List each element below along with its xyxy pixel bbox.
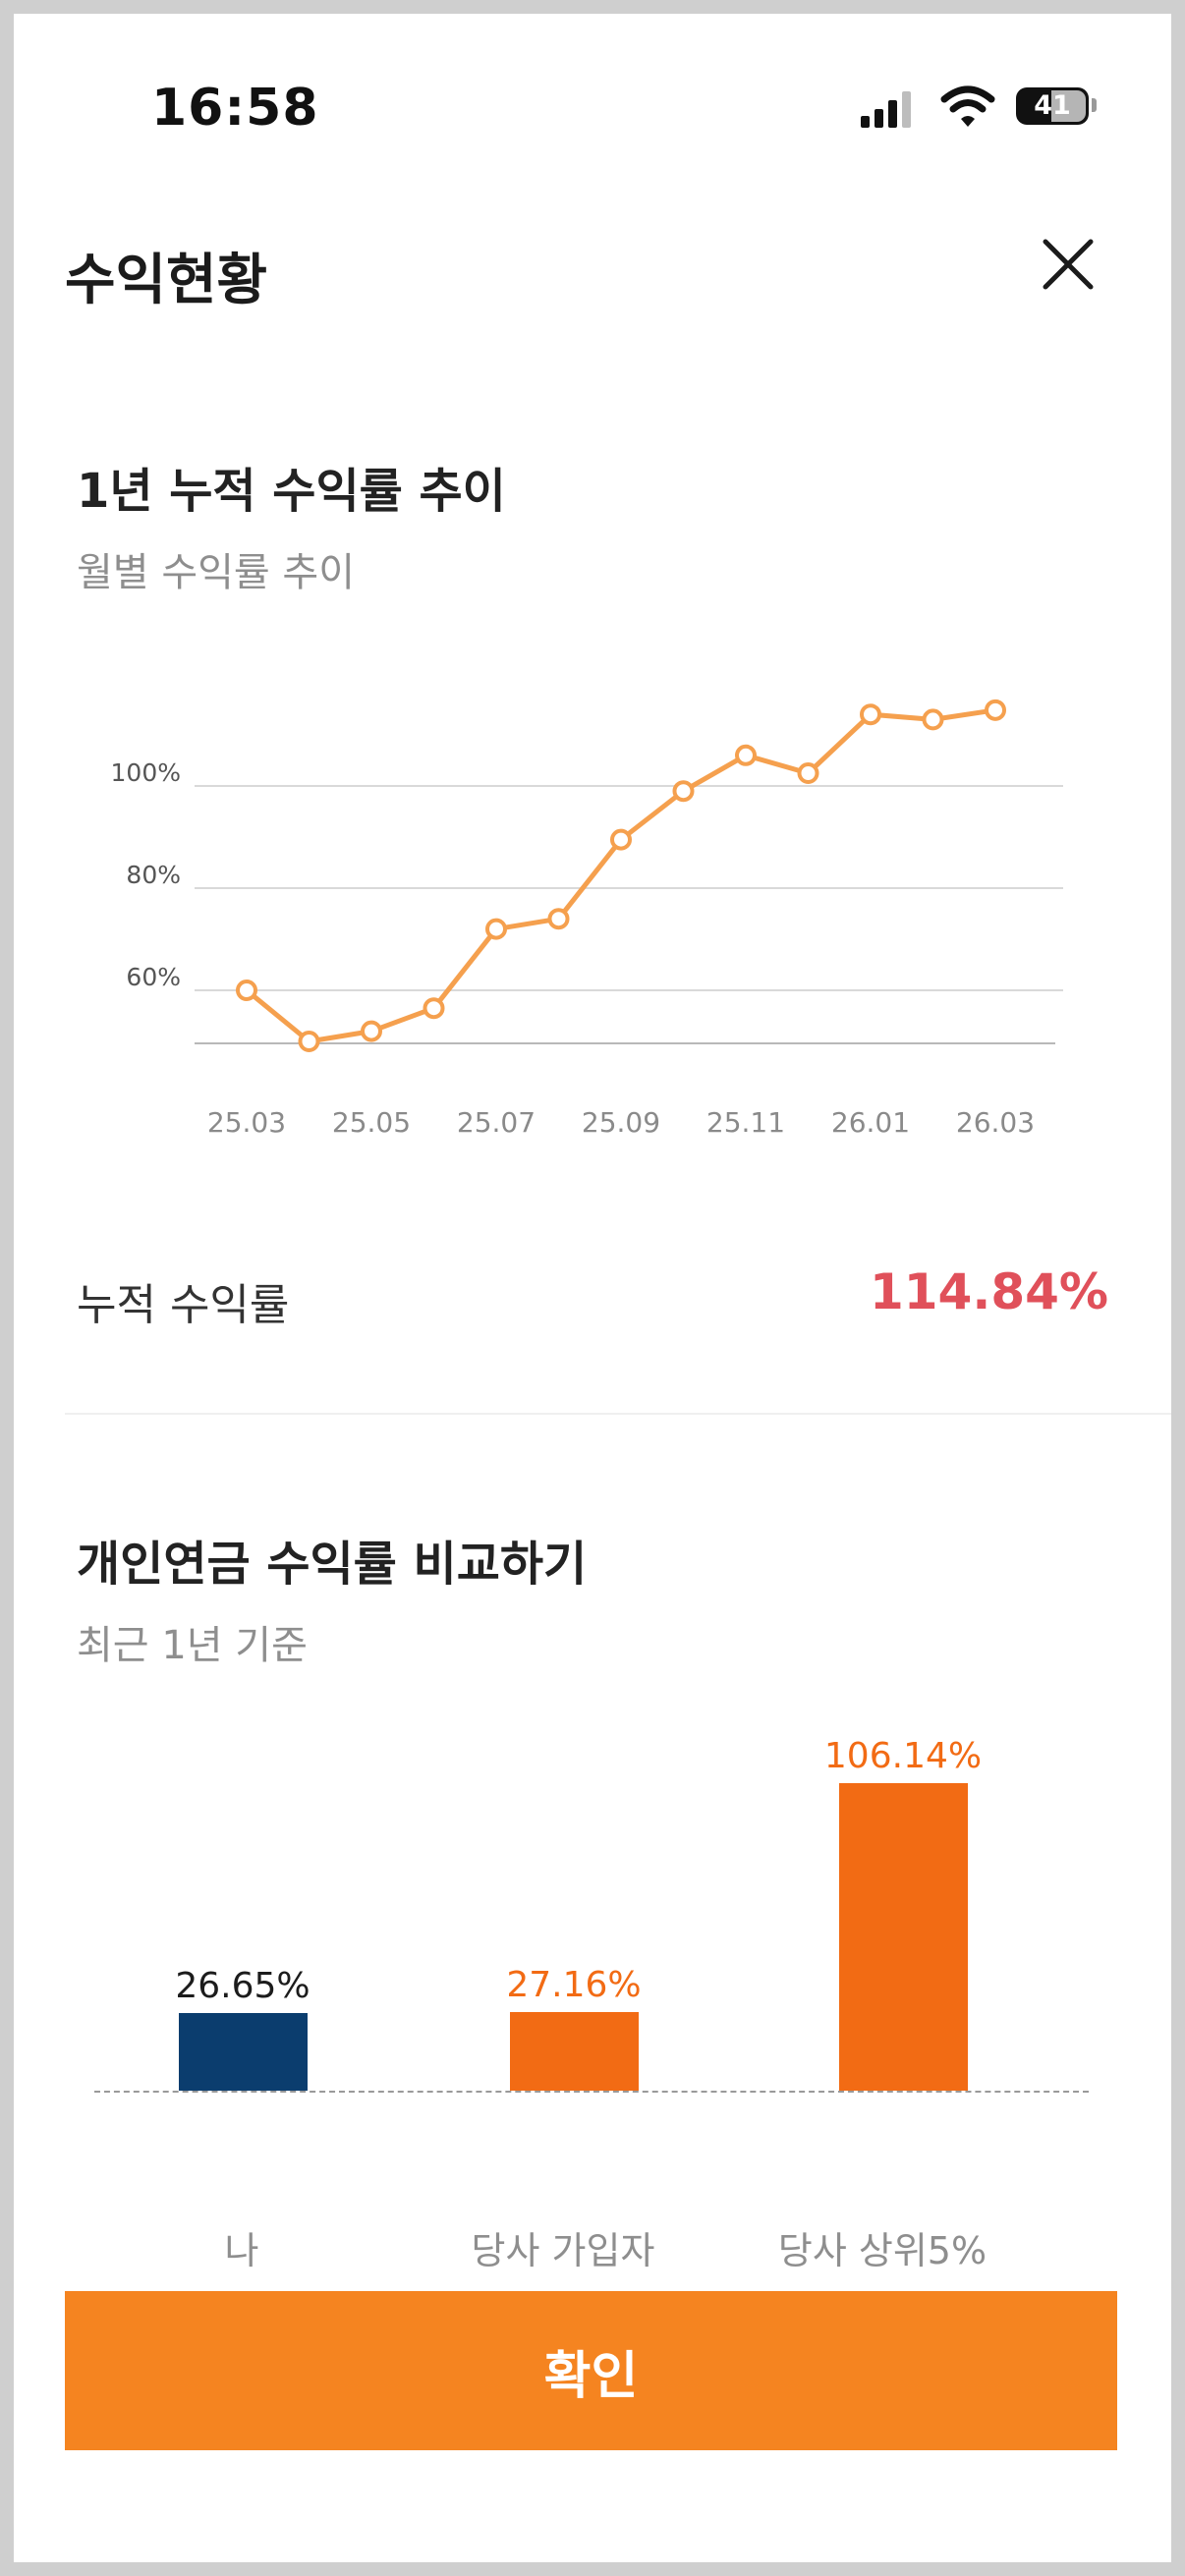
x-tick-label: 25.03: [207, 1106, 286, 1139]
data-point: [797, 762, 819, 784]
battery-icon: 41: [1016, 87, 1089, 125]
close-icon[interactable]: [1036, 232, 1100, 297]
data-point: [298, 1031, 320, 1052]
y-tick-label: 60%: [126, 963, 181, 991]
data-point: [485, 918, 507, 940]
signal-icon: [861, 91, 911, 128]
data-point: [672, 780, 695, 803]
bar-category-label: 당사 가입자: [471, 2229, 655, 2272]
x-tick-label: 25.05: [332, 1106, 411, 1139]
data-point: [985, 699, 1006, 721]
page-title: 수익현황: [65, 249, 268, 312]
x-tick-label: 25.07: [457, 1106, 536, 1139]
x-tick-label: 25.11: [706, 1106, 785, 1139]
close-button[interactable]: [1036, 232, 1100, 297]
x-tick-label: 26.01: [831, 1106, 910, 1139]
data-point: [236, 980, 257, 1001]
data-point: [860, 703, 881, 726]
battery-level: 41: [1034, 90, 1071, 121]
trend-subtitle: 월별 수익률 추이: [77, 550, 356, 595]
y-tick-label: 80%: [126, 861, 181, 889]
bar-baseline: [94, 2091, 1089, 2093]
data-point: [922, 708, 944, 731]
data-point: [547, 908, 570, 930]
data-point: [735, 744, 757, 766]
cumulative-return-value: 114.84%: [869, 1263, 1108, 1320]
data-point: [361, 1020, 382, 1042]
status-time: 16:58: [151, 79, 319, 138]
bar: [510, 2011, 639, 2091]
bar: [179, 2013, 308, 2091]
comparison-title: 개인연금 수익률 비교하기: [77, 1537, 588, 1592]
bar-value-label: 26.65%: [175, 1966, 310, 2007]
confirm-button[interactable]: 확인: [65, 2291, 1117, 2450]
bar-value-label: 27.16%: [506, 1964, 642, 2005]
wifi-icon: [940, 85, 995, 127]
bar-category-label: 나: [224, 2229, 259, 2272]
bar-value-label: 106.14%: [823, 1736, 983, 1776]
comparison-subtitle: 최근 1년 기준: [77, 1623, 308, 1668]
bar-category-label: 당사 상위5%: [777, 2229, 988, 2272]
trend-title: 1년 누적 수익률 추이: [77, 464, 506, 519]
data-point: [423, 997, 445, 1020]
x-tick-label: 25.09: [582, 1106, 660, 1139]
y-tick-label: 100%: [111, 758, 181, 787]
status-icons: 41: [839, 83, 1104, 132]
cumulative-return-line-chart: 60% 80% 100% 25.03 25.05 25.07 25.09 25.11 26.01…: [111, 699, 1063, 1139]
bar: [839, 1783, 968, 2091]
app-screen: 16:58 41 수익현황 1년 누적 수익률 추이 월별 수익률 추이 60%…: [14, 14, 1171, 2562]
x-tick-label: 26.03: [956, 1106, 1035, 1139]
series-line: [245, 707, 996, 1044]
data-point: [610, 828, 632, 851]
cumulative-return-label: 누적 수익률: [77, 1280, 290, 1330]
section-divider: [65, 1413, 1171, 1415]
